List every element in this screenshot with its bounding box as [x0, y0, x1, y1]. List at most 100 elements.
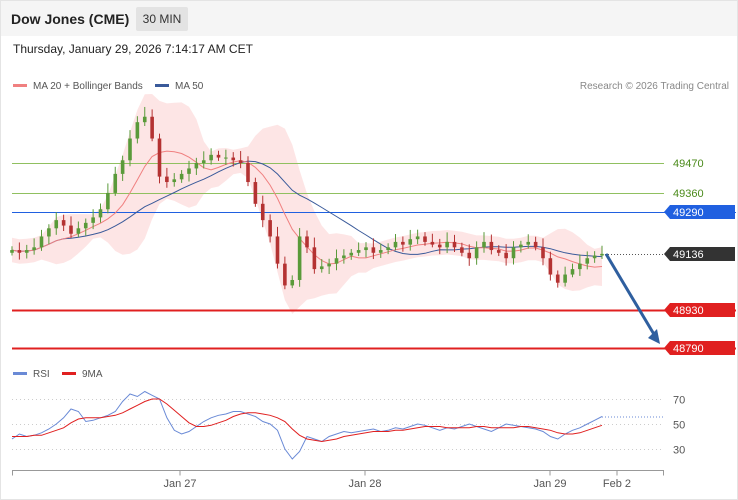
candle-body — [378, 250, 383, 253]
rsi-tick-label: 70 — [673, 395, 685, 407]
copyright-label: Research © 2026 Trading Central — [579, 81, 729, 92]
rsi-tick-label: 50 — [673, 420, 685, 432]
ma50-swatch — [155, 83, 169, 87]
x-tick-label: Jan 28 — [348, 478, 381, 490]
candle-body — [283, 263, 287, 286]
candle-body — [76, 228, 81, 234]
candle-body — [496, 250, 501, 253]
candle-body — [415, 236, 420, 240]
candle-body — [17, 250, 22, 253]
level-tag-48930 — [664, 303, 735, 317]
candle-body — [216, 154, 221, 158]
datetime-label: Thursday, January 29, 2026 7:14:17 AM CE… — [13, 42, 253, 56]
candle-body — [356, 250, 361, 253]
candle-body — [393, 241, 398, 248]
candle-body — [297, 236, 302, 280]
candle-body — [150, 116, 154, 139]
legend-rsi-label: RSI — [33, 369, 50, 380]
candle-body — [113, 173, 118, 193]
candle-body — [39, 236, 44, 248]
candle-body — [349, 252, 354, 256]
legend-ma50: MA 50 — [155, 81, 203, 92]
candle-body — [430, 241, 435, 245]
candle-body — [165, 176, 169, 183]
candle-body — [120, 160, 125, 174]
candle-body — [142, 116, 147, 123]
candle-body — [474, 247, 479, 259]
candle-body — [187, 168, 191, 174]
candle-body — [157, 138, 162, 177]
rsi-ma-line — [12, 398, 603, 443]
candle-body — [437, 244, 442, 248]
legend-rsi-ma: 9MA — [62, 369, 103, 380]
candle-body — [24, 250, 29, 253]
level-tag-49136 — [664, 247, 735, 261]
x-tick-label: Jan 29 — [533, 478, 566, 490]
ma50-line — [11, 160, 603, 258]
level-label-48790: 48790 — [673, 343, 704, 355]
candle-body — [489, 241, 494, 251]
candle-body — [504, 252, 508, 259]
rsi-line — [11, 390, 603, 460]
candle-body — [555, 274, 560, 283]
candle-body — [54, 220, 59, 229]
candle-body — [371, 247, 376, 253]
rsi-ma-swatch — [62, 371, 76, 375]
candle-body — [511, 247, 516, 259]
candle-body — [563, 274, 567, 283]
candle-body — [69, 225, 73, 234]
level-tag-48790 — [664, 341, 735, 355]
candle-body — [106, 192, 110, 210]
candle-body — [209, 154, 213, 161]
projection-arrow-shaft — [604, 253, 657, 337]
timeframe-badge[interactable]: 30 MIN — [136, 7, 188, 31]
candle-body — [128, 138, 132, 161]
candle-body — [10, 250, 14, 253]
candle-body — [401, 241, 405, 245]
candle-body — [526, 241, 531, 245]
candle-body — [275, 236, 280, 264]
candle-body — [312, 247, 317, 270]
candle-body — [135, 122, 140, 139]
candle-body — [47, 228, 51, 237]
candle-body — [585, 258, 590, 264]
candle-body — [238, 160, 243, 163]
candle-body — [319, 266, 324, 270]
candle-body — [533, 241, 538, 248]
candle-body — [364, 247, 368, 251]
candle-body — [246, 163, 250, 183]
candle-body — [172, 179, 177, 183]
candle-body — [592, 255, 597, 259]
legend-rsi: RSI — [13, 369, 50, 380]
level-tag-49290 — [664, 205, 735, 219]
candle-body — [194, 163, 199, 169]
level-label-49360: 49360 — [673, 188, 704, 200]
candle-body — [578, 263, 582, 270]
candle-body — [342, 255, 346, 259]
rsi-tick-label: 30 — [673, 445, 685, 457]
candle-body — [327, 263, 331, 267]
candle-body — [460, 247, 464, 253]
level-label-49290: 49290 — [673, 207, 704, 219]
candle-body — [541, 247, 545, 259]
candle-body — [290, 279, 295, 286]
legend-ma50-label: MA 50 — [175, 81, 204, 92]
level-label-48930: 48930 — [673, 305, 704, 317]
ma20-swatch — [13, 83, 27, 87]
candle-body — [83, 222, 88, 229]
candle-body — [423, 236, 427, 242]
level-label-49136: 49136 — [673, 249, 704, 261]
candle-body — [467, 252, 472, 259]
candle-body — [32, 247, 36, 251]
candle-body — [445, 241, 449, 248]
candle-body — [386, 247, 390, 251]
candle-body — [305, 236, 309, 248]
candle-body — [408, 239, 413, 245]
candle-body — [260, 203, 265, 221]
projection-arrow-head — [648, 329, 660, 344]
candle-body — [570, 269, 575, 275]
rsi-swatch — [13, 371, 27, 375]
candle-body — [452, 241, 457, 248]
